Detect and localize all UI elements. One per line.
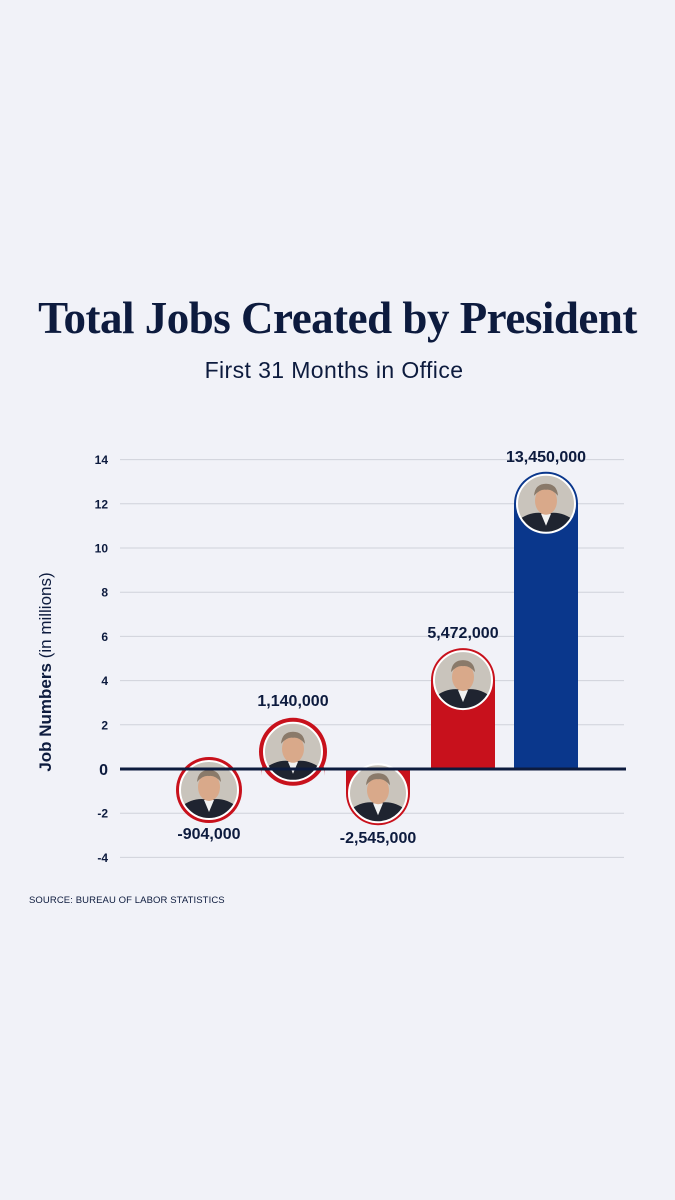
portrait-bush-jr-icon	[348, 763, 408, 824]
bar	[514, 471, 578, 769]
y-tick-label: 8	[101, 586, 108, 600]
portrait-trump-icon	[433, 650, 493, 711]
y-tick-label: -4	[97, 851, 108, 865]
y-tick-label: 6	[101, 630, 108, 644]
y-tick-label: 2	[101, 718, 108, 732]
data-label: 1,140,000	[257, 693, 328, 710]
data-label: 5,472,000	[427, 625, 498, 642]
y-axis-label: Job Numbers (in millions)	[36, 572, 56, 771]
y-tick-label: 14	[95, 453, 109, 467]
portrait-bush-sr-icon	[263, 721, 323, 782]
chart-title: Total Jobs Created by President	[38, 293, 637, 343]
y-axis-label-unit: (in millions)	[36, 572, 55, 659]
chart-subtitle: First 31 Months in Office	[204, 357, 464, 383]
portrait-biden-icon	[516, 473, 576, 534]
y-tick-label: 0	[99, 762, 108, 779]
y-tick-label: -2	[97, 807, 108, 821]
source-note: SOURCE: BUREAU OF LABOR STATISTICS	[29, 895, 225, 906]
data-label: 13,450,000	[506, 449, 586, 466]
y-axis-label-bold: Job Numbers	[36, 663, 55, 772]
portrait-reagan-icon	[179, 760, 239, 820]
y-tick-label: 10	[95, 542, 109, 556]
y-tick-label: 12	[95, 497, 109, 511]
y-tick-label: 4	[101, 674, 108, 688]
data-label: -904,000	[177, 826, 240, 843]
data-label: -2,545,000	[340, 830, 417, 847]
